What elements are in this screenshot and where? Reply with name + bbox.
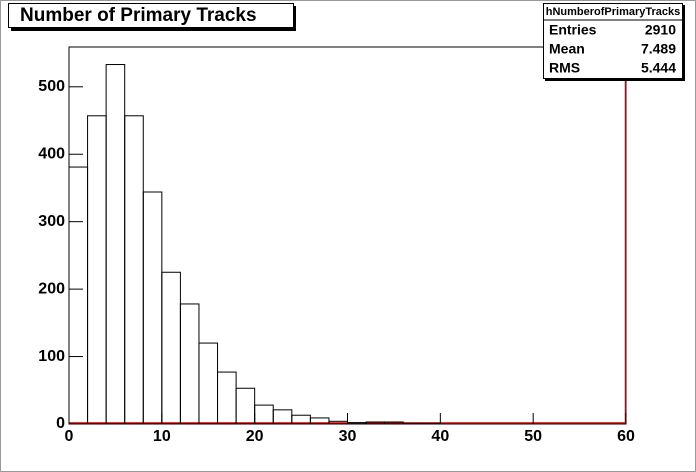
frame bbox=[68, 46, 627, 425]
stats-label: RMS bbox=[549, 60, 580, 76]
x-tick-label: 20 bbox=[246, 428, 264, 445]
x-tick-label: 10 bbox=[153, 428, 171, 445]
stats-box bbox=[543, 3, 683, 79]
stats-label: Entries bbox=[549, 22, 597, 38]
y-tick-label: 500 bbox=[38, 78, 65, 95]
y-tick-label: 200 bbox=[38, 280, 65, 297]
stats-value: 2910 bbox=[645, 22, 676, 38]
x-tick-label: 30 bbox=[339, 428, 357, 445]
y-tick-label: 100 bbox=[38, 348, 65, 365]
title-box bbox=[8, 3, 294, 28]
stats-rows: Entries 2910 Mean 7.489 RMS 5.444 bbox=[549, 22, 676, 76]
x-tick-label: 50 bbox=[524, 428, 542, 445]
plot: 0 100 200 300 400 500 0 10 20 30 40 50 60 bbox=[38, 64, 635, 445]
y-tick-label: 0 bbox=[56, 415, 65, 432]
stats-name: hNumberofPrimaryTracks bbox=[546, 6, 681, 18]
chart-title: Number of Primary Tracks bbox=[20, 5, 257, 26]
y-tick-label: 300 bbox=[38, 213, 65, 230]
stats-value: 7.489 bbox=[641, 41, 676, 57]
bar bbox=[402, 422, 423, 425]
x-tick-label: 40 bbox=[431, 428, 449, 445]
x-tick-label: 60 bbox=[617, 428, 635, 445]
x-tick-label: 0 bbox=[65, 428, 74, 445]
y-tick-label: 400 bbox=[38, 145, 65, 162]
bar bbox=[421, 422, 441, 425]
stats-value: 5.444 bbox=[641, 60, 676, 76]
stats-label: Mean bbox=[549, 41, 585, 57]
